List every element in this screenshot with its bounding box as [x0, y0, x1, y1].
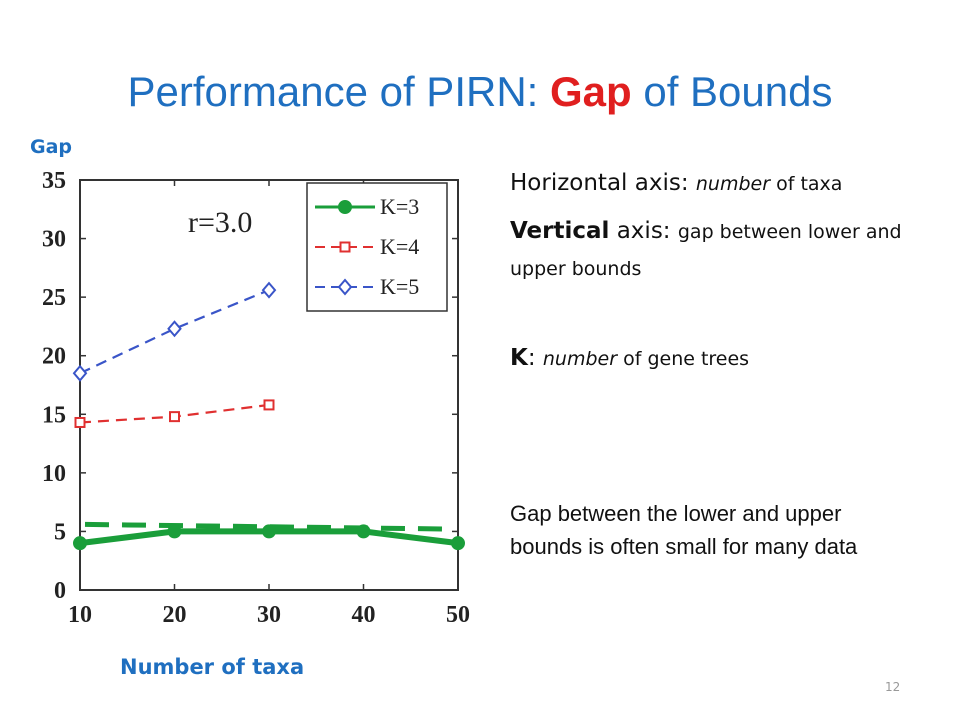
note1-lead: Horizontal axis:: [510, 170, 696, 196]
y-tick-label: 30: [42, 227, 66, 253]
x-tick-label: 10: [68, 602, 92, 628]
data-point: [169, 411, 180, 423]
y-tick-label: 20: [42, 344, 66, 370]
series-k-4: [74, 399, 275, 428]
title-highlight: Gap: [549, 68, 632, 115]
line-chart: 0 5 10 15 20 25 30 35 10 20 30 40 50 K=3 K=4 K=5 r=3.0: [42, 168, 470, 628]
data-point: [451, 536, 465, 551]
y-tick-label: 15: [42, 402, 66, 428]
x-tick-label: 40: [352, 602, 376, 628]
overlay-dashed-line: [84, 521, 451, 532]
note3-colon: :: [527, 345, 543, 371]
title-suffix: of Bounds: [631, 68, 833, 115]
title-prefix: Performance of PIRN:: [127, 68, 550, 115]
series-line: [79, 289, 270, 375]
series-layer: [72, 281, 465, 551]
x-tick-label: 20: [163, 602, 187, 628]
summary-text: Gap between the lower and upper bounds i…: [510, 501, 858, 559]
legend-label: K=5: [380, 274, 419, 299]
x-tick-label: 30: [257, 602, 281, 628]
note2-lead: Vertical: [510, 218, 610, 244]
data-point: [339, 241, 351, 253]
y-tick-label: 35: [42, 168, 66, 194]
note-vertical-axis: Vertical axis: gap between lower and upp…: [510, 213, 940, 287]
y-tick-label: 25: [42, 285, 66, 311]
note1-emph: number: [695, 173, 771, 195]
y-tick-label: 5: [54, 519, 66, 545]
legend-label: K=3: [380, 194, 419, 219]
data-point: [338, 200, 352, 214]
data-point: [74, 416, 86, 428]
data-point: [73, 536, 87, 551]
axes-layer: 0 5 10 15 20 25 30 35 10 20 30 40 50: [42, 168, 470, 628]
series-k-3: [73, 524, 465, 551]
data-point: [337, 278, 353, 296]
note3-tail: of gene trees: [617, 348, 750, 370]
legend: K=3 K=4 K=5: [306, 182, 448, 312]
data-point: [262, 524, 276, 539]
data-point: [167, 524, 182, 539]
data-point: [263, 399, 275, 411]
y-axis-label: Gap: [30, 136, 73, 158]
data-point: [72, 364, 88, 382]
data-point: [356, 524, 371, 539]
note2-tail: gap between lower and upper bounds: [510, 221, 902, 280]
legend-box: [306, 182, 448, 312]
chart-annotation: r=3.0: [188, 206, 252, 239]
note3-k: K: [510, 345, 528, 371]
note-k: K: number of gene trees: [510, 345, 749, 371]
legend-label: K=4: [380, 234, 419, 259]
note2-mid: axis:: [609, 218, 678, 244]
slide-title: Performance of PIRN: Gap of Bounds: [0, 68, 960, 116]
x-tick-label: 50: [446, 602, 470, 628]
series-k-5: [72, 281, 277, 382]
data-point: [261, 281, 277, 299]
y-tick-label: 0: [54, 578, 66, 604]
x-axis-label: Number of taxa: [120, 655, 305, 679]
note3-emph: number: [542, 348, 618, 370]
note1-tail: of taxa: [770, 173, 843, 195]
y-tick-label: 10: [42, 461, 66, 487]
data-point: [167, 320, 182, 338]
page-number: 12: [885, 680, 901, 694]
note-horizontal-axis: Horizontal axis: number of taxa: [510, 170, 842, 196]
